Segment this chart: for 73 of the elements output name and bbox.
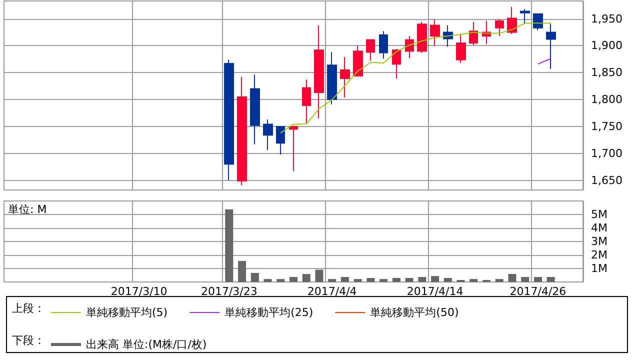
candlestick — [263, 118, 273, 151]
bar — [225, 209, 234, 282]
candlestick — [469, 22, 478, 46]
bar — [276, 279, 285, 282]
candlestick — [250, 74, 260, 145]
bar — [392, 278, 400, 282]
bar — [495, 279, 504, 282]
y-tick-label: 1,850 — [591, 66, 622, 80]
y-tick-label: 1M — [591, 262, 608, 275]
bar — [340, 277, 349, 282]
bar — [250, 272, 259, 282]
y-tick-label: 1,700 — [591, 146, 622, 160]
bar — [508, 274, 516, 282]
bar — [264, 279, 272, 282]
candlestick — [495, 18, 504, 36]
y-tick-label: 1,900 — [591, 39, 622, 52]
y-tick-label: 3M — [591, 235, 608, 248]
legend-label: 単純移動平均(5) — [86, 306, 168, 319]
bar — [470, 279, 478, 282]
candlestick — [224, 59, 234, 181]
candlestick — [520, 8, 530, 25]
bar — [238, 260, 246, 282]
candlestick — [327, 52, 337, 105]
x-tick-label: 2017/3/23 — [200, 285, 258, 298]
legend-label: 出来高 単位:(M株/口/枚) — [86, 338, 207, 351]
legend-label: 単純移動平均(50) — [370, 306, 459, 319]
candlestick — [237, 76, 247, 186]
candlestick — [366, 38, 375, 62]
candlestick — [430, 18, 440, 46]
candlestick — [417, 22, 427, 54]
x-tick-label: 2017/4/14 — [406, 285, 464, 298]
candlestick — [289, 126, 298, 172]
candlestick — [340, 56, 350, 98]
candlestick — [353, 45, 363, 76]
y-tick-label: 4M — [591, 222, 608, 234]
bar — [290, 277, 298, 282]
text: 上段： — [12, 302, 45, 315]
bar — [302, 274, 310, 282]
y-tick-label: 5M — [591, 208, 608, 221]
candlestick — [392, 48, 401, 80]
annotation: 単位: M — [8, 203, 47, 216]
bar — [315, 270, 324, 282]
candlestick — [546, 23, 556, 70]
x-tick-label: 2017/3/10 — [110, 285, 168, 298]
text: 下段： — [12, 334, 45, 347]
y-tick-label: 1,800 — [591, 93, 622, 106]
candlestick — [379, 30, 388, 60]
legend-label: 単純移動平均(25) — [224, 306, 314, 319]
candlestick — [276, 126, 285, 155]
y-tick-label: 1,950 — [591, 12, 622, 26]
bar — [521, 277, 530, 282]
bar — [534, 277, 542, 282]
candlestick — [456, 33, 466, 64]
line-series — [280, 22, 552, 134]
y-tick-label: 1,650 — [591, 174, 622, 187]
candlestick — [314, 24, 324, 119]
y-tick-label: 2M — [591, 248, 608, 262]
x-tick-label: 2017/4/26 — [510, 285, 566, 298]
candlestick — [405, 36, 414, 59]
candlestick — [507, 6, 517, 34]
bar — [366, 278, 375, 282]
bar — [444, 278, 452, 282]
candlestick — [533, 13, 543, 31]
y-tick-label: 1,750 — [591, 120, 622, 133]
bar — [354, 279, 362, 282]
bar — [546, 277, 555, 282]
bar — [328, 279, 336, 282]
bar — [431, 276, 440, 282]
x-tick-label: 2017/4/4 — [307, 285, 357, 298]
bar — [405, 278, 414, 282]
bar — [380, 279, 388, 282]
candlestick — [302, 79, 311, 125]
bar — [418, 277, 426, 282]
